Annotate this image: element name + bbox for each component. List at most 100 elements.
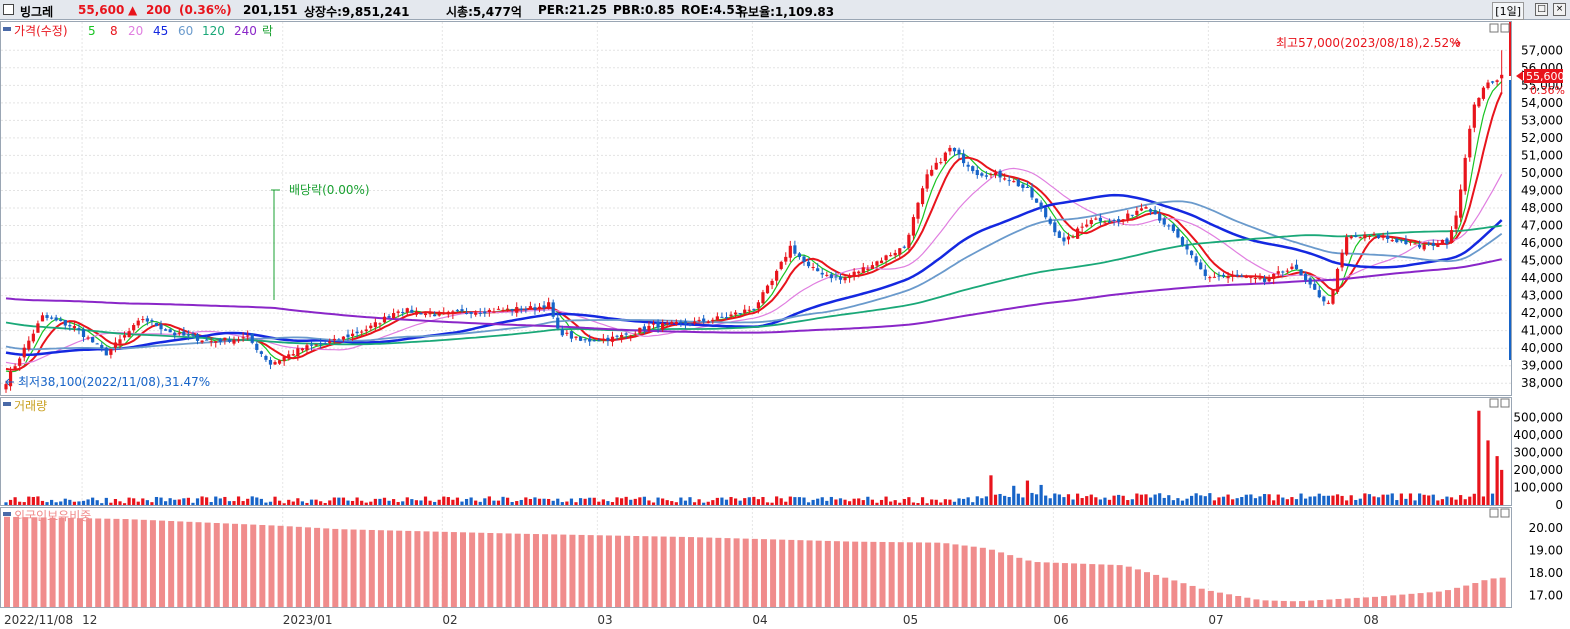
- candle-body: [1463, 157, 1467, 192]
- candle-body: [428, 313, 432, 315]
- candle-body: [1381, 236, 1385, 238]
- volume-bar: [510, 502, 514, 505]
- candle-body: [670, 321, 674, 325]
- period-selector[interactable]: [1일]: [1492, 2, 1524, 20]
- volume-bar: [232, 501, 236, 505]
- volume-panel-buttons[interactable]: [1489, 398, 1510, 408]
- volume-bar: [314, 499, 318, 505]
- volume-bar: [1221, 496, 1226, 505]
- candle-body: [547, 302, 551, 309]
- candle-body: [1071, 236, 1075, 238]
- foreign-ratio-bar: [1271, 600, 1278, 607]
- candle-body: [433, 314, 437, 317]
- current-price-pct-label: 0.36%: [1530, 84, 1565, 97]
- volume-bar: [1117, 494, 1121, 505]
- volume-bar: [1258, 496, 1262, 505]
- candle-body: [620, 335, 624, 338]
- candle-body: [1495, 80, 1499, 82]
- close-icon[interactable]: ×: [1553, 3, 1566, 16]
- volume-bar: [898, 502, 902, 505]
- candle-body: [610, 336, 615, 342]
- volume-bar: [173, 499, 177, 505]
- candle-body: [697, 319, 701, 321]
- candle-body: [802, 256, 806, 263]
- foreign-panel-handle-icon[interactable]: [3, 512, 11, 516]
- volume-bar: [1208, 493, 1212, 505]
- volume-bar: [77, 501, 81, 505]
- volume-bar: [1066, 494, 1071, 505]
- volume-bar: [118, 501, 122, 505]
- candle-body: [1449, 230, 1454, 244]
- volume-bar: [939, 502, 943, 505]
- x-axis-label: 06: [1053, 613, 1068, 627]
- candle-body: [86, 337, 90, 339]
- volume-bar: [1276, 494, 1280, 505]
- candle-body: [711, 319, 715, 322]
- candle-body: [460, 309, 464, 312]
- volume-bar: [542, 498, 546, 505]
- candle-body: [122, 335, 127, 338]
- stock-chart[interactable]: 57,00056,00055,00054,00053,00052,00051,0…: [0, 20, 1570, 629]
- volume-panel-handle-icon[interactable]: [3, 402, 11, 406]
- foreign-ratio-bar: [58, 517, 65, 607]
- candle-body: [1500, 74, 1504, 79]
- candle-body: [1367, 235, 1372, 237]
- volume-bar: [1418, 493, 1422, 505]
- candle-body: [27, 340, 31, 350]
- maximize-icon[interactable]: □: [1535, 3, 1548, 16]
- volume-bar: [1034, 494, 1039, 505]
- volume-bar: [692, 502, 697, 505]
- candle-body: [218, 339, 222, 342]
- volume-bar: [1445, 496, 1449, 505]
- volume-bar: [186, 497, 190, 505]
- foreign-ratio-bar: [195, 522, 202, 607]
- candle-body: [287, 354, 291, 358]
- candle-body: [656, 321, 660, 328]
- volume-bar: [113, 498, 118, 505]
- candle-body: [638, 327, 642, 333]
- y-axis-labels: 57,00056,00055,00054,00053,00052,00051,0…: [1513, 43, 1563, 602]
- volume-bar: [825, 500, 829, 505]
- candle-body: [952, 147, 957, 152]
- price-panel-handle-icon[interactable]: [3, 27, 11, 31]
- candle-body: [1190, 250, 1194, 256]
- volume-bar: [971, 502, 975, 505]
- volume-bar: [720, 497, 724, 505]
- volume-bar: [1349, 495, 1353, 505]
- foreign-ratio-bar: [204, 522, 211, 607]
- foreign-ratio-bar: [1098, 564, 1105, 607]
- foreign-ratio-bar: [40, 517, 47, 607]
- candle-body: [255, 343, 259, 350]
- ma-line-60: [5, 200, 1503, 351]
- volume-bar: [1436, 500, 1440, 505]
- candle-body: [1016, 179, 1020, 187]
- candle-body: [1308, 278, 1312, 285]
- ma-line-5: [5, 81, 1503, 373]
- price-axis-label: 49,000: [1521, 183, 1563, 197]
- candle-body: [857, 271, 861, 274]
- low-pointer-icon: [5, 378, 14, 386]
- volume-bar: [396, 502, 400, 505]
- dividend-marker: [271, 189, 280, 300]
- reserve-ratio: 유보율:1,109.83: [737, 5, 835, 19]
- volume-bar: [811, 499, 815, 505]
- volume-bar: [551, 500, 555, 505]
- candle-body: [647, 325, 651, 331]
- volume-bar: [1331, 495, 1335, 505]
- candle-body: [387, 316, 391, 318]
- volume-bar: [1048, 498, 1052, 505]
- foreign-ratio-bar: [396, 530, 403, 607]
- legend-ma5: 5: [88, 24, 96, 38]
- price-panel-buttons[interactable]: [1489, 23, 1510, 33]
- candle-body: [633, 333, 637, 335]
- foreign-ratio-bar: [1162, 577, 1169, 607]
- foreign-ratio-bar: [232, 523, 238, 607]
- foreign-ratio-bar: [733, 538, 740, 607]
- candle-body: [893, 252, 897, 256]
- foreign-panel-buttons[interactable]: [1489, 508, 1510, 518]
- select-checkbox[interactable]: [3, 4, 14, 15]
- price-axis-label: 38,000: [1521, 376, 1563, 390]
- volume-bar: [328, 500, 332, 505]
- volume-bar: [838, 498, 843, 505]
- candle-body: [278, 360, 282, 364]
